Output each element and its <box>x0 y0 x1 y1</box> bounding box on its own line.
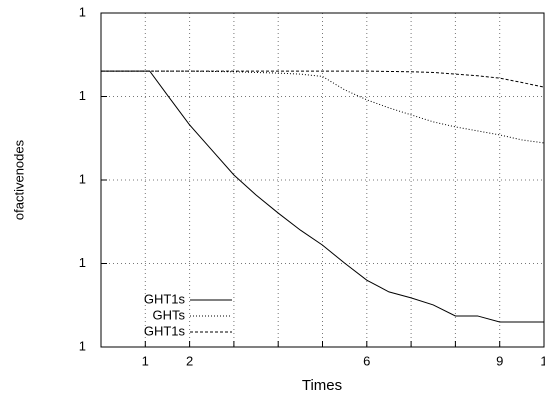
legend-label: GHT1s <box>144 323 186 338</box>
x-tick-label: 9 <box>496 353 503 368</box>
legend-label: GHT1s <box>144 291 186 306</box>
plot-frame <box>100 12 545 348</box>
legend-label: GHTs <box>153 307 186 322</box>
data-line <box>101 70 545 88</box>
x-tick-label: 2 <box>186 353 193 368</box>
x-axis-label: Times <box>302 377 342 394</box>
x-tick-label: 6 <box>363 353 370 368</box>
x-tick-label: 1 <box>142 353 149 368</box>
y-tick-label: 1 <box>79 4 86 19</box>
y-tick-label: 1 <box>79 171 86 186</box>
y-axis-label: ofactivenodes <box>11 139 26 220</box>
x-tick-label: 1 <box>540 353 545 368</box>
y-tick-label: 1 <box>79 255 86 270</box>
y-tick-label: 1 <box>79 338 86 353</box>
data-line <box>101 70 544 323</box>
y-tick-label: 1 <box>79 88 86 103</box>
